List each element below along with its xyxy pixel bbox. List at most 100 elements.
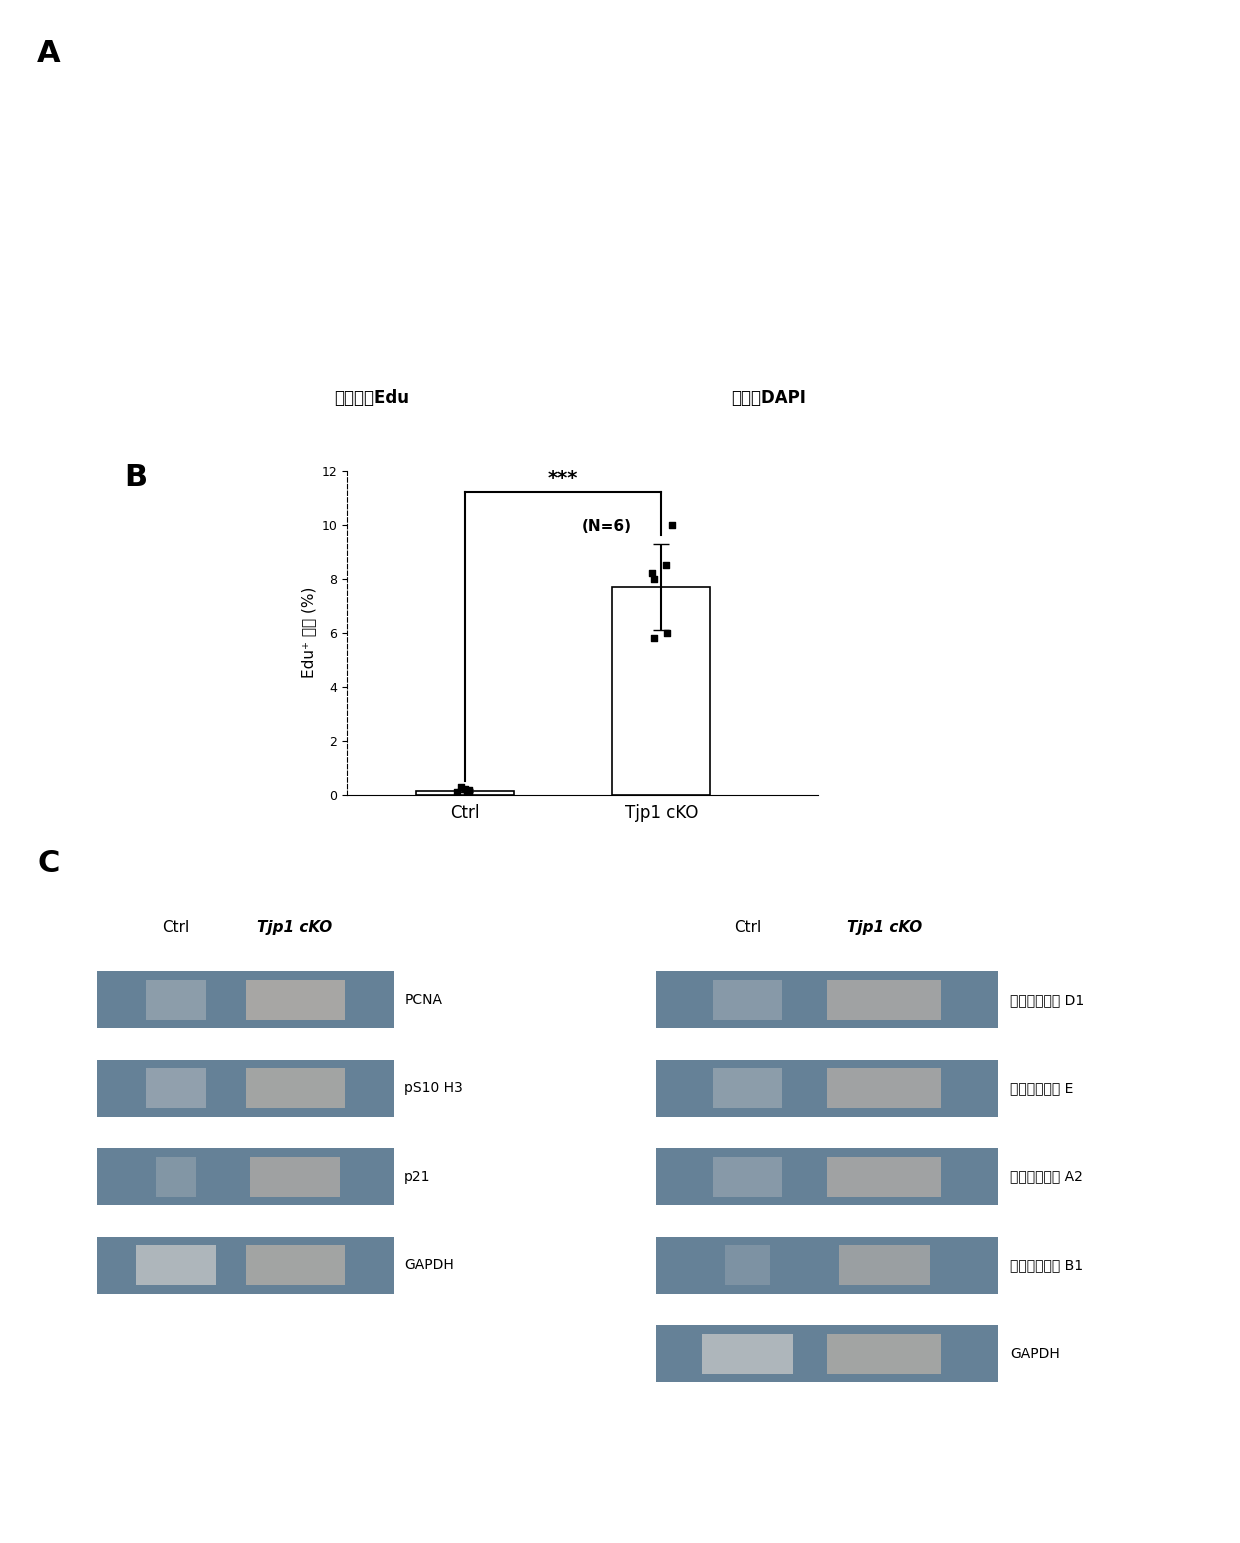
Point	[670, 123, 689, 148]
Point	[1116, 74, 1136, 99]
Point	[298, 49, 317, 74]
Point	[718, 347, 738, 372]
Text: ***: ***	[548, 469, 578, 488]
Point	[1105, 134, 1125, 159]
Point	[883, 52, 903, 77]
Point	[355, 250, 374, 275]
Point	[1002, 267, 1022, 292]
Text: 细胞周期蛋白 B1: 细胞周期蛋白 B1	[1009, 1258, 1083, 1271]
Point	[794, 296, 813, 321]
Point	[1079, 170, 1099, 194]
Point	[854, 295, 874, 319]
Point	[453, 136, 472, 160]
Point	[237, 198, 257, 222]
Point	[1122, 338, 1142, 363]
Point	[820, 267, 839, 292]
Text: PCNA: PCNA	[404, 992, 443, 1006]
Point	[1110, 170, 1130, 194]
Point	[770, 238, 790, 262]
Point	[120, 307, 140, 332]
Point	[734, 191, 754, 216]
Point	[645, 626, 665, 651]
Point	[717, 65, 737, 89]
Point	[1032, 174, 1052, 199]
Point	[1030, 304, 1050, 329]
Point	[735, 108, 755, 133]
Point	[668, 282, 688, 307]
Point	[150, 238, 170, 262]
Point	[1073, 344, 1092, 369]
Point	[546, 281, 565, 306]
Point	[1132, 276, 1152, 301]
Point	[751, 273, 771, 298]
Point	[1009, 301, 1029, 326]
Point	[725, 224, 745, 248]
Point	[1085, 230, 1105, 255]
Point	[743, 216, 763, 241]
Point	[671, 62, 691, 86]
Point	[986, 242, 1006, 267]
Point	[1168, 321, 1188, 346]
Point	[807, 252, 827, 276]
Point	[1006, 313, 1025, 338]
Point	[1004, 296, 1024, 321]
Text: 细胞周期蛋白 E: 细胞周期蛋白 E	[1009, 1082, 1074, 1096]
Point	[112, 265, 131, 290]
Point	[972, 62, 992, 86]
Point	[459, 781, 479, 805]
Point	[363, 296, 383, 321]
Point	[1133, 289, 1153, 313]
Point	[133, 137, 153, 162]
Point	[821, 100, 841, 125]
Point	[98, 222, 118, 247]
Point	[190, 73, 210, 97]
Point	[254, 309, 274, 333]
Point	[1149, 233, 1169, 258]
Point	[806, 93, 826, 117]
Point	[675, 56, 694, 80]
Point	[729, 68, 749, 93]
Point	[286, 245, 306, 270]
Point	[965, 347, 985, 372]
Point	[936, 330, 956, 355]
Point	[806, 174, 826, 199]
Text: Edu  DAPI: Edu DAPI	[98, 347, 159, 361]
Point	[837, 273, 857, 298]
Point	[175, 278, 195, 302]
Point	[1038, 307, 1058, 332]
Point	[694, 273, 714, 298]
Point	[1092, 76, 1112, 100]
Point	[341, 154, 361, 179]
Point	[665, 91, 684, 116]
Point	[1154, 100, 1174, 125]
Point	[901, 221, 921, 245]
Point	[237, 49, 257, 74]
Point	[830, 177, 849, 202]
Point	[1151, 313, 1171, 338]
Point	[811, 261, 831, 285]
FancyBboxPatch shape	[246, 1068, 345, 1108]
Point	[987, 301, 1007, 326]
Point	[584, 282, 604, 307]
Point	[216, 276, 236, 301]
Text: A: A	[37, 39, 61, 68]
Point	[676, 199, 696, 224]
Point	[822, 165, 842, 190]
Point	[760, 278, 780, 302]
FancyBboxPatch shape	[97, 1236, 394, 1293]
Point	[660, 227, 680, 252]
Point	[931, 301, 951, 326]
Point	[1176, 147, 1195, 171]
Point	[667, 319, 687, 344]
Bar	[415, 790, 515, 795]
FancyBboxPatch shape	[656, 1148, 998, 1205]
Point	[232, 272, 252, 296]
Point	[126, 156, 146, 181]
Point	[872, 190, 892, 214]
Point	[696, 230, 715, 255]
Point	[921, 80, 941, 105]
Point	[1114, 301, 1133, 326]
Point	[125, 73, 145, 97]
Point	[1174, 111, 1194, 136]
FancyBboxPatch shape	[156, 1157, 196, 1197]
